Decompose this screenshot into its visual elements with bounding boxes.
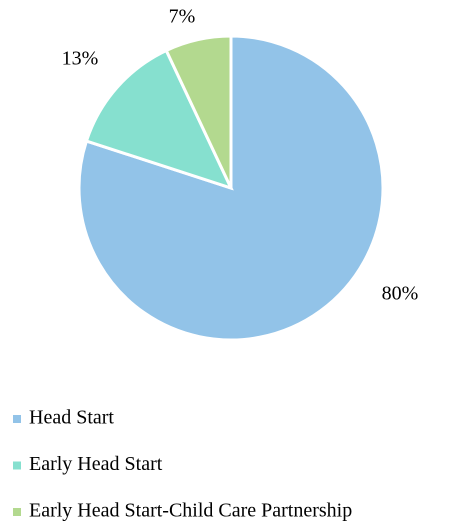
legend-swatch	[13, 508, 21, 516]
legend-swatch	[13, 415, 21, 423]
data-label: 80%	[382, 283, 419, 305]
legend-label: Early Head Start-Child Care Partnership	[29, 500, 352, 522]
data-label: 13%	[62, 48, 99, 70]
pie-slice	[84, 48, 234, 191]
legend-label: Head Start	[29, 407, 114, 429]
legend-swatch	[13, 461, 21, 470]
legend-label: Early Head Start	[29, 453, 163, 475]
pie-slice	[164, 34, 233, 189]
data-label: 7%	[169, 6, 196, 28]
